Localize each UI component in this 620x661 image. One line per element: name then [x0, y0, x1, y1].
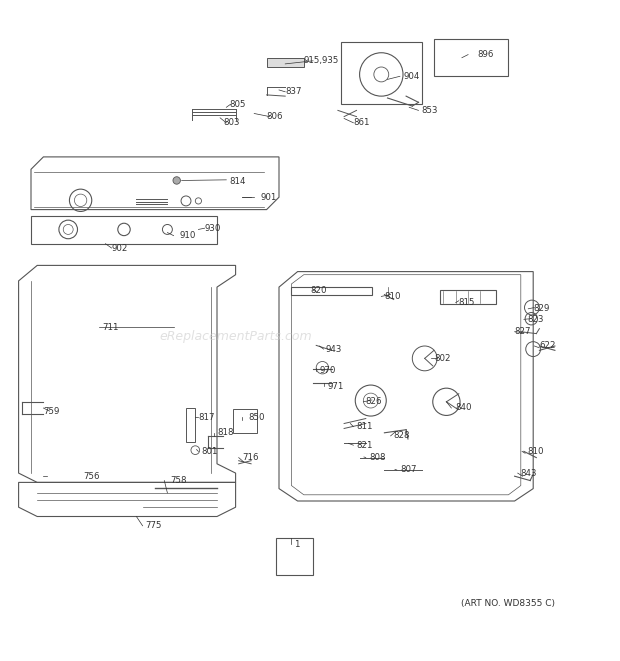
- Text: 829: 829: [533, 304, 549, 313]
- Text: 802: 802: [434, 354, 451, 363]
- Text: 716: 716: [242, 453, 259, 462]
- Text: 840: 840: [456, 403, 472, 412]
- Text: 861: 861: [353, 118, 370, 128]
- Text: 810: 810: [527, 447, 544, 456]
- Text: 827: 827: [515, 327, 531, 336]
- Text: 818: 818: [217, 428, 234, 438]
- Text: 807: 807: [400, 465, 417, 475]
- Text: 759: 759: [43, 407, 60, 416]
- Text: 810: 810: [384, 292, 401, 301]
- Text: 821: 821: [356, 441, 373, 449]
- Text: (ART NO. WD8355 C): (ART NO. WD8355 C): [461, 599, 556, 608]
- Text: 806: 806: [267, 112, 283, 121]
- Text: 896: 896: [477, 50, 494, 59]
- Text: 805: 805: [229, 100, 246, 108]
- Text: 808: 808: [369, 453, 386, 462]
- Text: 711: 711: [102, 323, 119, 332]
- Circle shape: [173, 176, 180, 184]
- Text: 1: 1: [294, 540, 300, 549]
- Text: 901: 901: [260, 193, 277, 202]
- Text: 943: 943: [326, 344, 342, 354]
- Polygon shape: [267, 58, 304, 67]
- Text: 758: 758: [170, 476, 187, 485]
- Text: 815: 815: [459, 298, 476, 307]
- Text: 971: 971: [327, 382, 343, 391]
- Text: 970: 970: [319, 366, 335, 375]
- Text: 915,935: 915,935: [304, 56, 339, 65]
- Text: 820: 820: [310, 286, 327, 295]
- Text: 837: 837: [285, 87, 302, 97]
- Text: 904: 904: [403, 72, 419, 81]
- Text: 828: 828: [394, 432, 410, 440]
- Text: 850: 850: [248, 413, 265, 422]
- Text: 902: 902: [112, 243, 128, 253]
- Text: 930: 930: [205, 223, 221, 233]
- Text: 622: 622: [539, 342, 556, 350]
- Text: 826: 826: [366, 397, 383, 407]
- Text: 811: 811: [356, 422, 373, 431]
- Text: 823: 823: [527, 315, 544, 324]
- Text: 814: 814: [229, 177, 246, 186]
- Text: 803: 803: [223, 118, 240, 128]
- Text: 775: 775: [146, 522, 162, 530]
- Text: 843: 843: [521, 469, 538, 478]
- Text: 801: 801: [202, 447, 218, 456]
- Text: 853: 853: [422, 106, 438, 115]
- Text: eReplacementParts.com: eReplacementParts.com: [159, 330, 312, 343]
- Text: 756: 756: [84, 472, 100, 481]
- Text: 910: 910: [180, 231, 196, 240]
- Text: 817: 817: [198, 413, 215, 422]
